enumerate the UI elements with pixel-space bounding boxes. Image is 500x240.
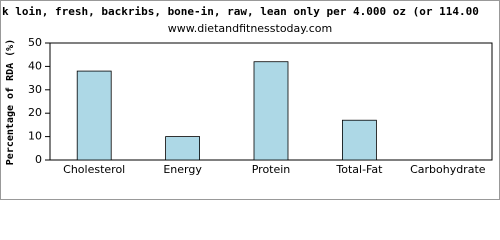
x-tick-label: Protein — [252, 163, 291, 176]
chart-title: k loin, fresh, backribs, bone-in, raw, l… — [2, 5, 479, 18]
y-tick-label: 10 — [28, 130, 42, 143]
x-tick-label: Carbohydrate — [410, 163, 486, 176]
x-tick-label: Cholesterol — [63, 163, 125, 176]
y-tick-label: 50 — [28, 36, 42, 49]
bar — [76, 70, 112, 161]
bar — [165, 136, 201, 161]
y-tick-label: 0 — [35, 153, 42, 166]
y-tick-label: 20 — [28, 106, 42, 119]
chart: k loin, fresh, backribs, bone-in, raw, l… — [0, 0, 500, 200]
y-axis-label: Percentage of RDA (%) — [5, 39, 16, 165]
bar — [341, 119, 377, 161]
x-tick-label: Energy — [163, 163, 202, 176]
x-tick-label: Total-Fat — [335, 163, 383, 176]
chart-subtitle: www.dietandfitnesstoday.com — [168, 22, 332, 35]
bar — [253, 61, 289, 161]
y-tick-label: 40 — [28, 59, 42, 72]
y-tick-label: 30 — [28, 83, 42, 96]
